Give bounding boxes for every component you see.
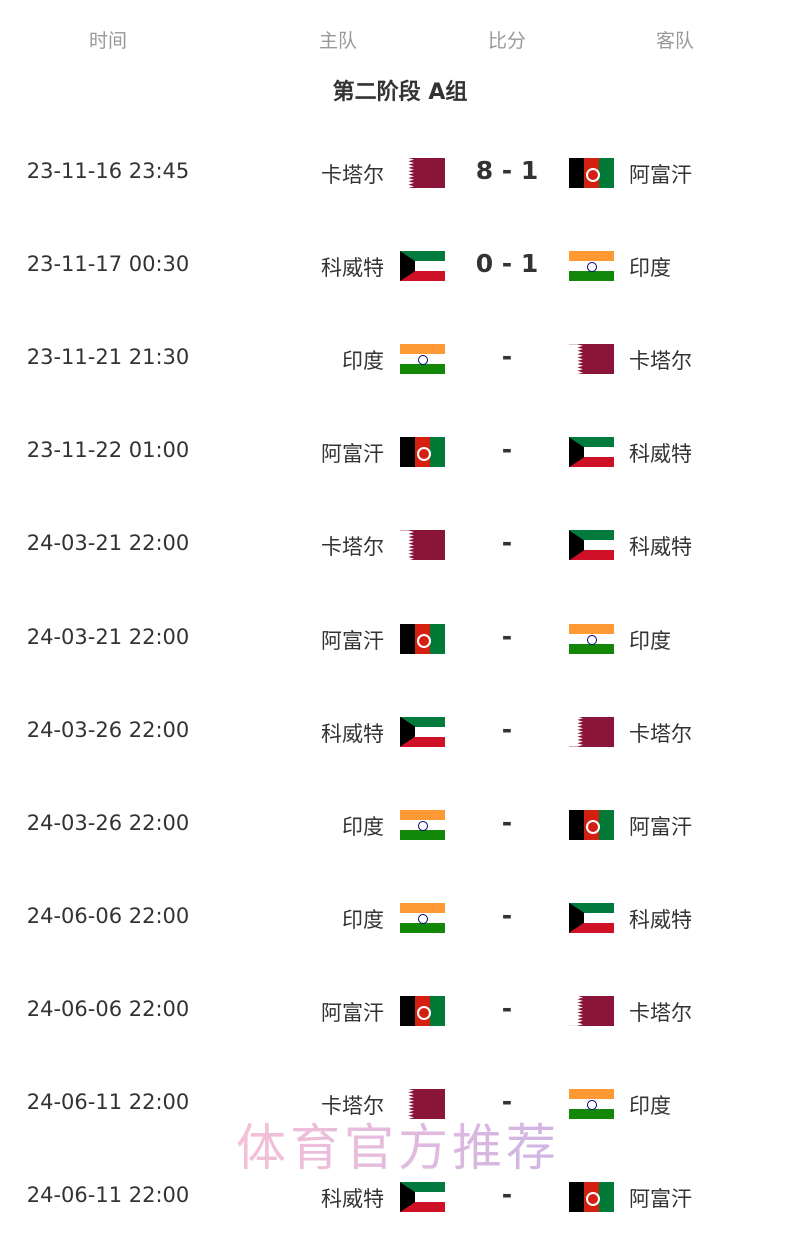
home-flag-icon [400,809,445,840]
home-flag-icon [400,344,445,375]
away-team: 印度 [629,256,671,281]
match-score: - [501,993,513,1023]
match-row[interactable]: 24-03-21 22:00 卡塔尔 - 科威特 [0,525,800,565]
away-team: 科威特 [629,907,692,932]
home-team: 科威特 [321,256,384,281]
match-time: 24-06-06 22:00 [26,903,190,928]
away-flag-icon [569,344,614,375]
match-score: - [501,621,513,651]
home-flag-icon [400,995,445,1026]
match-time: 24-06-11 22:00 [26,1090,190,1114]
match-time: 24-03-21 22:00 [26,624,190,649]
home-team: 阿富汗 [321,628,384,653]
away-flag-icon [569,716,614,747]
away-flag-icon [569,530,614,561]
match-score: - [501,1087,513,1116]
away-flag-icon [569,158,614,188]
away-team: 印度 [629,628,671,653]
group-title: 第二阶段 A组 [332,80,468,105]
match-row[interactable]: 24-03-26 22:00 印度 - 阿富汗 [0,805,800,845]
home-team: 卡塔尔 [321,1094,384,1118]
away-flag-icon [569,251,614,282]
match-time: 23-11-22 01:00 [26,438,190,463]
home-flag-icon [400,902,445,933]
home-flag-icon [400,623,445,654]
away-team: 印度 [629,1094,671,1118]
home-flag-icon [400,158,445,188]
home-team: 卡塔尔 [321,163,384,187]
header-time: 时间 [88,30,128,52]
watermark: 体育官方推荐 [236,1119,560,1177]
home-team: 卡塔尔 [321,535,384,560]
match-time: 23-11-21 21:30 [26,345,190,370]
home-flag-icon [400,1089,445,1119]
match-time: 24-03-26 22:00 [26,717,190,742]
match-score: - [501,528,513,558]
match-row[interactable]: 24-06-06 22:00 印度 - 科威特 [0,898,800,938]
match-row[interactable]: 23-11-21 21:30 印度 - 卡塔尔 [0,339,800,379]
header-score: 比分 [487,30,527,52]
match-row[interactable]: 24-03-21 22:00 阿富汗 - 印度 [0,619,800,659]
home-team: 印度 [342,907,384,932]
match-time: 23-11-16 23:45 [26,159,190,183]
away-team: 科威特 [629,535,692,560]
away-flag-icon [569,623,614,654]
match-row[interactable]: 23-11-17 00:30 科威特 0 - 1 印度 [0,246,800,286]
match-score: - [501,807,513,837]
match-time: 24-03-21 22:00 [26,531,190,556]
header-home: 主队 [318,30,358,52]
home-team: 印度 [342,814,384,839]
away-team: 卡塔尔 [629,721,692,746]
home-flag-icon [400,530,445,561]
match-score: - [501,342,513,372]
match-row[interactable]: 24-03-26 22:00 科威特 - 卡塔尔 [0,712,800,752]
match-row[interactable]: 23-11-16 23:45 卡塔尔 8 - 1 阿富汗 [0,153,800,193]
away-flag-icon [569,809,614,840]
home-team: 科威特 [321,721,384,746]
match-time: 24-06-11 22:00 [26,1183,190,1208]
match-row[interactable]: 24-06-11 22:00 科威特 - 阿富汗 [0,1177,800,1217]
away-flag-icon [569,1089,614,1119]
away-team: 卡塔尔 [629,1000,692,1025]
home-flag-icon [400,437,445,468]
away-flag-icon [569,437,614,468]
home-team: 阿富汗 [321,1000,384,1025]
away-flag-icon [569,1182,614,1213]
match-score: - [501,1180,513,1210]
home-team: 阿富汗 [321,442,384,467]
header-away: 客队 [655,30,695,52]
match-row[interactable]: 24-06-06 22:00 阿富汗 - 卡塔尔 [0,991,800,1031]
home-flag-icon [400,716,445,747]
away-flag-icon [569,902,614,933]
match-row[interactable]: 23-11-22 01:00 阿富汗 - 科威特 [0,432,800,472]
home-team: 印度 [342,349,384,374]
match-time: 23-11-17 00:30 [26,252,190,277]
match-score: 8 - 1 [475,156,539,185]
match-score: - [501,714,513,744]
match-time: 24-06-06 22:00 [26,996,190,1021]
away-team: 阿富汗 [629,814,692,839]
home-flag-icon [400,251,445,282]
away-flag-icon [569,995,614,1026]
home-team: 科威特 [321,1187,384,1212]
match-score: - [501,900,513,930]
match-time: 24-03-26 22:00 [26,810,190,835]
away-team: 阿富汗 [629,1187,692,1212]
away-team: 卡塔尔 [629,349,692,374]
match-score: - [501,435,513,465]
match-row[interactable]: 24-06-11 22:00 卡塔尔 - 印度 [0,1084,800,1124]
away-team: 科威特 [629,442,692,467]
away-team: 阿富汗 [629,163,692,187]
match-score: 0 - 1 [475,249,539,279]
home-flag-icon [400,1182,445,1213]
